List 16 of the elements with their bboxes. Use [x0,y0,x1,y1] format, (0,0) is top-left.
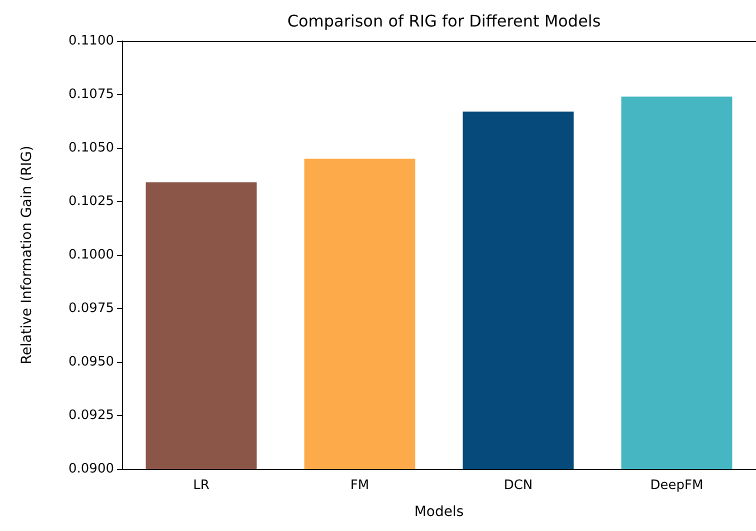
y-tick-label: 0.1050 [68,140,114,156]
y-tick-label: 0.1100 [68,34,114,48]
y-tick-label: 0.0950 [68,354,114,370]
y-tick-label: 0.0975 [68,301,114,316]
y-tick-label: 0.1025 [68,194,114,209]
x-tick-label: LR [193,478,210,493]
x-tick-label: FM [350,478,370,493]
x-tick-label: DCN [504,478,533,493]
y-tick-label: 0.1000 [68,248,114,262]
x-tick-label: DeepFM [650,478,704,493]
y-tick-label: 0.0925 [68,408,114,423]
x-axis-title: Models [414,504,464,520]
chart-title: Comparison of RIG for Different Models [287,12,601,30]
y-tick-label: 0.1075 [68,87,114,102]
y-tick-label: 0.0900 [68,462,114,476]
y-axis-title: Relative Information Gain (RIG) [19,146,35,364]
